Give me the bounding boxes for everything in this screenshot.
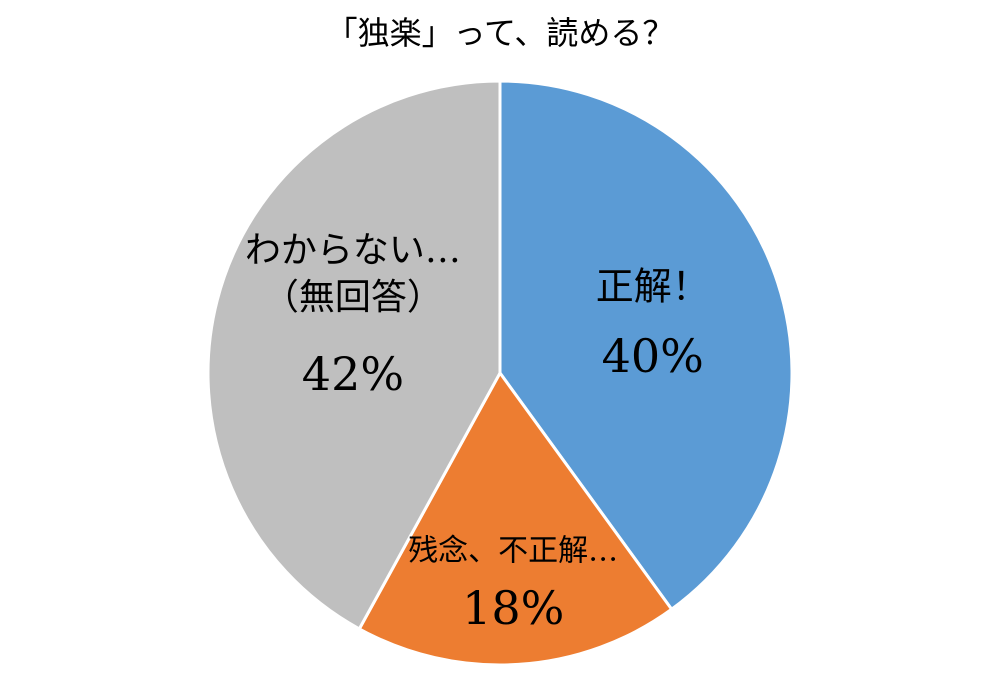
slice-label: わからない…（無回答） (244, 230, 461, 319)
pie-slice (498, 79, 794, 612)
slice-value: 42% (301, 347, 405, 402)
pie-slice (357, 370, 674, 667)
slice-label: 正解！ (595, 264, 710, 309)
slice-value: 40% (601, 329, 704, 384)
slice-value: 18% (462, 580, 565, 635)
slice-label: 残念、不正解… (408, 533, 619, 569)
pie-slice (206, 79, 502, 631)
chart-title: 「独楽」って、読める？ (325, 14, 675, 52)
